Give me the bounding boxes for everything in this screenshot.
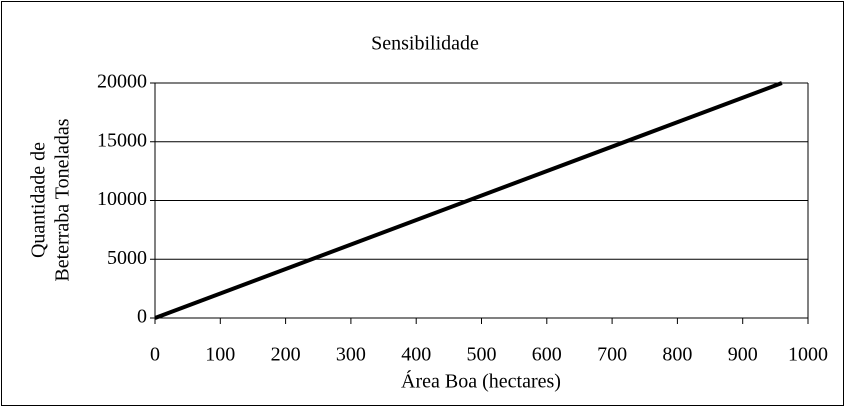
data-line	[154, 81, 783, 320]
x-axis-label: Área Boa (hectares)	[401, 370, 561, 393]
chart-title: Sensibilidade	[371, 33, 479, 55]
x-tick-label: 100	[205, 344, 235, 366]
x-tick-label: 300	[336, 344, 366, 366]
x-tick-label: 600	[532, 344, 562, 366]
y-axis-label-line: Beterraba Toneladas	[52, 118, 74, 281]
y-tick-label: 10000	[97, 188, 147, 210]
y-axis-label-line: Quantidade de	[28, 142, 50, 258]
x-tick-label: 500	[467, 344, 497, 366]
y-tick-label: 20000	[97, 71, 147, 93]
x-tick-label: 1000	[788, 344, 828, 366]
y-axis-label: Quantidade de Beterraba Toneladas	[28, 118, 74, 281]
x-tick-label: 400	[401, 344, 431, 366]
x-tick-label: 900	[728, 344, 758, 366]
x-tick-label: 0	[150, 344, 160, 366]
y-tick-label: 15000	[97, 129, 147, 151]
y-tick-label: 5000	[107, 247, 147, 269]
x-tick-label: 700	[597, 344, 627, 366]
y-tick-label: 0	[137, 306, 147, 328]
x-tick-label: 800	[662, 344, 692, 366]
x-tick-label: 200	[271, 344, 301, 366]
